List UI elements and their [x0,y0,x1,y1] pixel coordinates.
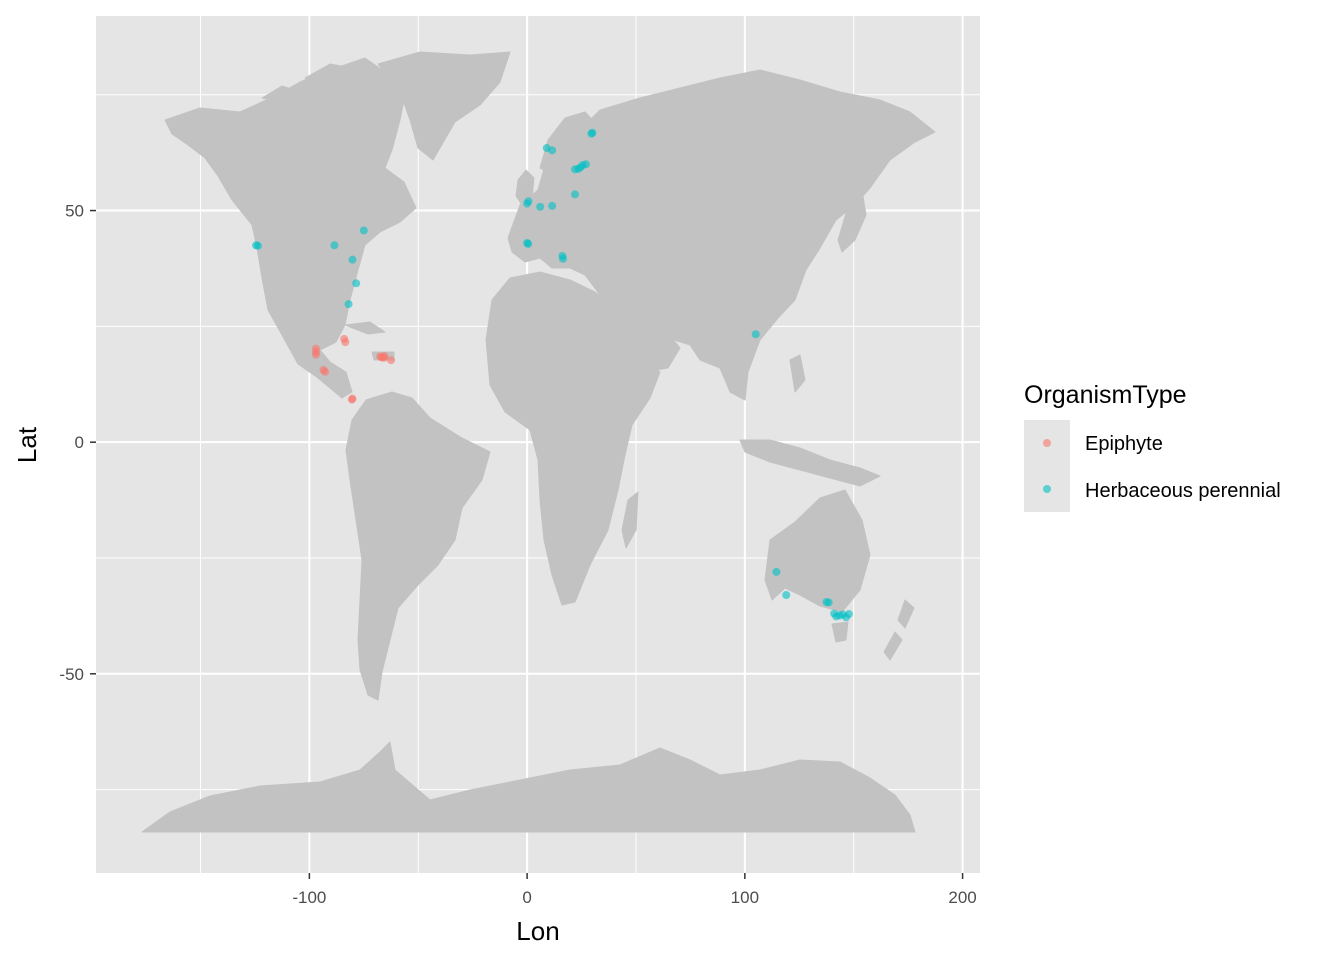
x-tick-label: -100 [292,888,326,907]
herbaceous-perennial-point [548,201,557,210]
herbaceous-perennial-point [581,160,590,169]
epiphyte-point [387,356,396,365]
land-japan [837,189,867,253]
herbaceous-perennial-point [352,279,361,288]
legend-label-epiphyte: Epiphyte [1085,433,1163,455]
x-axis: -100 0 100 200 [292,873,977,907]
herbaceous-perennial-point [548,146,557,155]
legend-title: OrganismType [1024,381,1187,409]
data-points [252,128,853,622]
herbaceous-perennial-point [348,255,357,264]
herbaceous-perennial-point [536,202,545,211]
land-madagascar [621,491,639,549]
x-tick-label: 0 [522,888,531,907]
herbaceous-perennial-point [824,598,833,607]
legend-label-herbaceous-perennial: Herbaceous perennial [1085,480,1281,502]
epiphyte-point [341,338,350,347]
land-arctic-islands [261,63,353,113]
x-tick-label: 100 [731,888,759,907]
herbaceous-perennial-point [588,128,597,137]
land-arabia [609,299,681,373]
land-masses [141,51,936,833]
herbaceous-perennial-point [253,241,262,250]
herbaceous-perennial-point [344,300,353,309]
land-eurasia [507,69,936,401]
herbaceous-perennial-point [782,591,791,600]
land-south-america [345,391,491,701]
herbaceous-perennial-point [359,226,368,235]
x-axis-title: Lon [516,916,559,946]
land-tasmania [831,621,849,643]
legend: OrganismType Epiphyte Herbaceous perenni… [1024,381,1281,512]
epiphyte-point [321,367,330,376]
x-tick-label: 200 [948,888,976,907]
land-antarctica [141,741,916,833]
epiphyte-point [348,394,357,403]
herbaceous-perennial-point [772,567,781,576]
epiphyte-point [311,350,320,359]
land-africa [485,271,661,606]
herbaceous-perennial-point [559,254,568,263]
land-southeast-asia [739,354,881,487]
land-australia [764,489,871,613]
y-tick-label: -50 [59,665,84,684]
herbaceous-perennial-point [571,190,580,199]
epiphyte-point [380,352,389,361]
legend-dot-herbaceous-perennial [1043,485,1051,493]
herbaceous-perennial-point [524,239,533,248]
land-scandinavia [539,111,601,179]
land-new-zealand [883,599,915,661]
herbaceous-perennial-point [524,197,533,206]
herbaceous-perennial-point [844,610,853,619]
y-axis: -50 0 50 [59,202,96,684]
herbaceous-perennial-point [330,241,339,250]
y-axis-title: Lat [12,426,42,463]
land-greenland [377,51,511,161]
legend-dot-epiphyte [1043,439,1051,447]
herbaceous-perennial-point [751,330,760,339]
y-tick-label: 0 [75,433,84,452]
y-tick-label: 50 [65,202,84,221]
